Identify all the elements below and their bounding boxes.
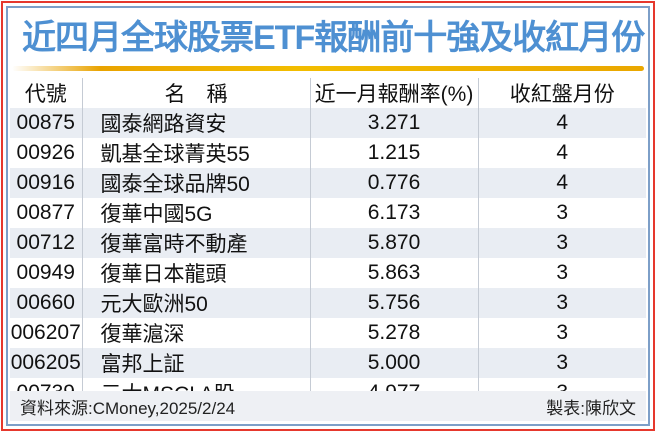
etf-name: 復華中國5G [81, 198, 310, 228]
col-header-code: 代號 [10, 78, 82, 108]
col-header-name: 名 稱 [81, 78, 310, 108]
credit-note: 製表:陳欣文 [546, 398, 636, 418]
red-months: 3 [477, 198, 646, 228]
table-row: 006205 富邦上証 5.000 3 [10, 348, 646, 378]
red-months: 3 [477, 228, 646, 258]
source-note: 資料來源:CMoney,2025/2/24 [20, 398, 236, 418]
etf-code: 00660 [10, 288, 82, 318]
red-months: 4 [477, 138, 646, 168]
table-header-row: 代號 名 稱 近一月報酬率(%) 收紅盤月份 [10, 78, 646, 108]
table-row: 00712 復華富時不動產 5.870 3 [10, 228, 646, 258]
etf-code: 00916 [10, 168, 82, 198]
return-value: 5.000 [309, 348, 478, 378]
table-row: 00875 國泰網路資安 3.271 4 [10, 108, 646, 138]
table-row: 006207 復華滬深 5.278 3 [10, 318, 646, 348]
etf-name: 元大歐洲50 [81, 288, 310, 318]
etf-code: 006207 [10, 321, 81, 344]
table-row: 00877 復華中國5G 6.173 3 [10, 198, 646, 228]
table-row: 00660 元大歐洲50 5.756 3 [10, 288, 646, 318]
etf-name: 富邦上証 [81, 348, 310, 378]
etf-code: 00926 [16, 141, 75, 164]
etf-name: 復華富時不動產 [81, 228, 310, 258]
etf-code: 00877 [16, 201, 75, 224]
return-value: 5.870 [309, 228, 478, 258]
footer: 資料來源:CMoney,2025/2/24 製表:陳欣文 [10, 391, 646, 421]
table-row: 00949 復華日本龍頭 5.863 3 [10, 258, 646, 288]
return-value: 5.863 [309, 258, 478, 288]
red-months: 3 [477, 348, 646, 378]
red-months: 4 [477, 108, 646, 138]
return-value: 0.776 [309, 168, 478, 198]
red-months: 3 [477, 318, 646, 348]
table-row: 00916 國泰全球品牌50 0.776 4 [10, 168, 646, 198]
page-title: 近四月全球股票ETF報酬前十強及收紅月份 [22, 19, 645, 57]
etf-code: 00875 [10, 108, 82, 138]
return-value: 1.215 [309, 138, 478, 168]
return-value: 5.278 [309, 318, 478, 348]
red-months: 4 [477, 168, 646, 198]
etf-code: 006205 [10, 348, 82, 378]
etf-code: 00712 [10, 228, 82, 258]
return-value: 6.173 [309, 198, 478, 228]
return-value: 3.271 [309, 108, 478, 138]
col-header-return: 近一月報酬率(%) [309, 78, 478, 108]
gold-divider [12, 66, 644, 71]
etf-name: 復華日本龍頭 [81, 258, 310, 288]
infographic-content: 近四月全球股票ETF報酬前十強及收紅月份 代號 名 稱 近一月報酬率(%) 收紅… [10, 9, 646, 423]
table-body: 00875 國泰網路資安 3.271 4 00926 凱基全球菁英55 1.215 4 0091… [10, 108, 646, 408]
col-header-months: 收紅盤月份 [477, 78, 646, 108]
etf-name: 凱基全球菁英55 [81, 138, 310, 168]
etf-code: 00949 [16, 261, 75, 284]
etf-name: 國泰網路資安 [81, 108, 310, 138]
red-months: 3 [477, 288, 646, 318]
table-row: 00926 凱基全球菁英55 1.215 4 [10, 138, 646, 168]
etf-table: 代號 名 稱 近一月報酬率(%) 收紅盤月份 00875 國泰網路資安 3.271 4… [10, 78, 646, 408]
red-months: 3 [477, 258, 646, 288]
return-value: 5.756 [309, 288, 478, 318]
etf-name: 復華滬深 [81, 318, 310, 348]
etf-name: 國泰全球品牌50 [81, 168, 310, 198]
